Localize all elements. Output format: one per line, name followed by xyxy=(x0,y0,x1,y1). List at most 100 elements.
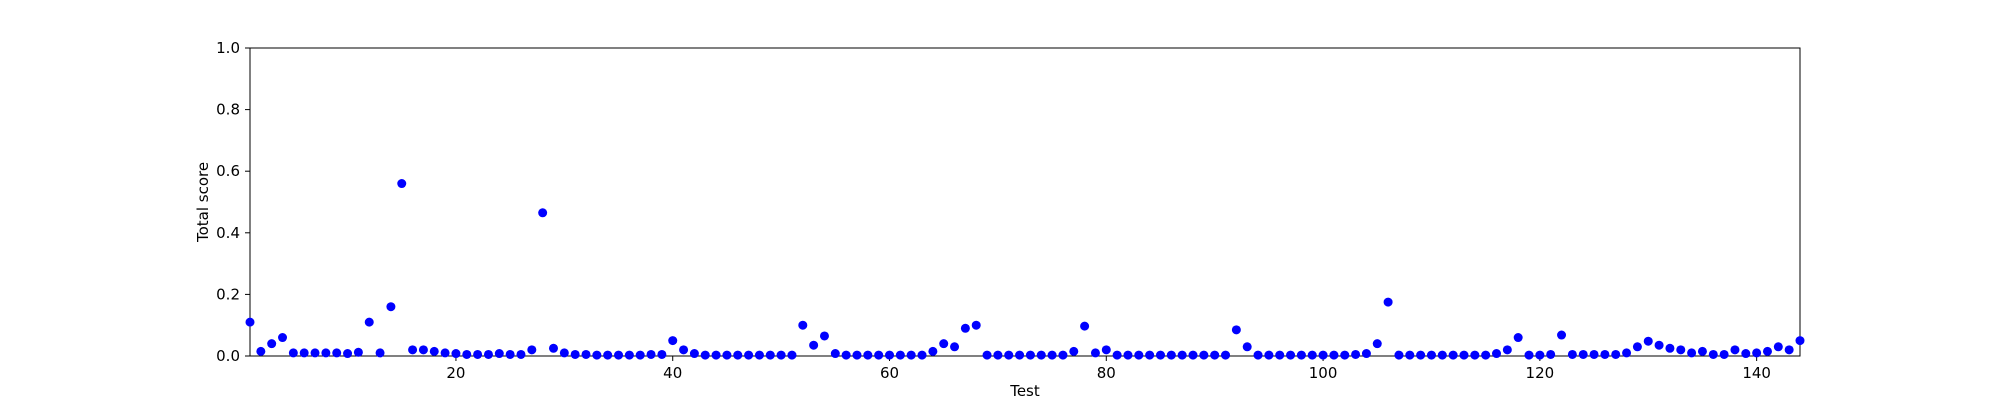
y-axis-ticks: 0.0 0.2 0.4 0.6 0.8 1.0 xyxy=(216,39,250,365)
data-point xyxy=(1405,350,1415,360)
data-point xyxy=(418,345,428,355)
data-point xyxy=(1199,350,1209,360)
data-point xyxy=(830,349,840,359)
data-point xyxy=(299,348,309,358)
data-point xyxy=(1535,350,1545,360)
data-point xyxy=(256,346,266,356)
data-point xyxy=(1719,349,1729,359)
data-point xyxy=(494,349,504,359)
data-point xyxy=(1697,346,1707,356)
data-point xyxy=(993,350,1003,360)
data-point xyxy=(267,339,277,349)
data-point xyxy=(343,349,353,359)
data-point xyxy=(1492,349,1502,359)
data-point xyxy=(1611,349,1621,359)
data-point xyxy=(483,349,493,359)
data-point xyxy=(1080,321,1090,331)
data-point xyxy=(1210,350,1220,360)
data-point xyxy=(1015,350,1025,360)
data-point xyxy=(386,302,396,312)
data-point xyxy=(1231,325,1241,335)
data-point xyxy=(570,349,580,359)
plot-area xyxy=(249,47,1801,357)
data-point xyxy=(1557,330,1567,340)
data-point xyxy=(1502,345,1512,355)
data-point xyxy=(559,348,569,358)
data-point xyxy=(852,350,862,360)
data-point xyxy=(321,348,331,358)
data-point xyxy=(505,349,515,359)
data-point xyxy=(765,350,775,360)
data-point xyxy=(1665,343,1675,353)
data-point xyxy=(1632,342,1642,352)
data-point xyxy=(895,350,905,360)
data-point xyxy=(1448,350,1458,360)
x-tick-label: 100 xyxy=(1309,364,1338,382)
data-point xyxy=(375,348,385,358)
data-point xyxy=(624,350,634,360)
x-axis-label: Test xyxy=(1009,382,1040,400)
data-point xyxy=(353,347,363,357)
data-point xyxy=(1383,297,1393,307)
data-point xyxy=(874,350,884,360)
data-point xyxy=(917,350,927,360)
data-point xyxy=(787,350,797,360)
data-point xyxy=(1221,350,1231,360)
data-point xyxy=(668,336,678,346)
data-point xyxy=(1762,346,1772,356)
data-point xyxy=(1286,350,1296,360)
data-point xyxy=(1437,350,1447,360)
x-tick-label: 40 xyxy=(663,364,682,382)
data-point xyxy=(700,350,710,360)
data-point xyxy=(1622,348,1632,358)
data-point xyxy=(440,348,450,358)
data-point xyxy=(1470,350,1480,360)
data-point xyxy=(1394,350,1404,360)
data-point xyxy=(982,350,992,360)
x-tick-label: 80 xyxy=(1097,364,1116,382)
data-point xyxy=(364,317,374,327)
data-point xyxy=(819,331,829,341)
data-point xyxy=(1351,349,1361,359)
data-point xyxy=(1177,350,1187,360)
data-point xyxy=(939,339,949,349)
data-point xyxy=(332,348,342,358)
data-point xyxy=(635,350,645,360)
data-point xyxy=(733,350,743,360)
data-point xyxy=(1600,349,1610,359)
data-point xyxy=(1773,342,1783,352)
data-point xyxy=(1676,345,1686,355)
data-point xyxy=(614,350,624,360)
data-point xyxy=(473,349,483,359)
data-point xyxy=(1134,350,1144,360)
data-point xyxy=(516,349,526,359)
data-point xyxy=(1101,345,1111,355)
data-point xyxy=(288,348,298,358)
data-point xyxy=(798,320,808,330)
data-point xyxy=(1090,348,1100,358)
data-point xyxy=(722,350,732,360)
data-point xyxy=(1730,345,1740,355)
data-point xyxy=(245,317,255,327)
data-point xyxy=(1459,350,1469,360)
y-axis-label: Total score xyxy=(194,162,212,243)
y-tick-label: 0.0 xyxy=(216,347,240,365)
data-point xyxy=(1340,350,1350,360)
data-point xyxy=(1188,350,1198,360)
data-point xyxy=(1589,349,1599,359)
data-point xyxy=(603,350,613,360)
data-point xyxy=(538,208,548,218)
data-point xyxy=(1567,349,1577,359)
data-point xyxy=(1112,350,1122,360)
data-point xyxy=(1784,345,1794,355)
data-point xyxy=(1145,350,1155,360)
data-point xyxy=(646,349,656,359)
data-point xyxy=(1004,350,1014,360)
data-point xyxy=(1426,350,1436,360)
data-point xyxy=(679,345,689,355)
x-tick-label: 140 xyxy=(1742,364,1771,382)
data-point xyxy=(906,350,916,360)
data-point xyxy=(1025,350,1035,360)
data-point xyxy=(689,349,699,359)
